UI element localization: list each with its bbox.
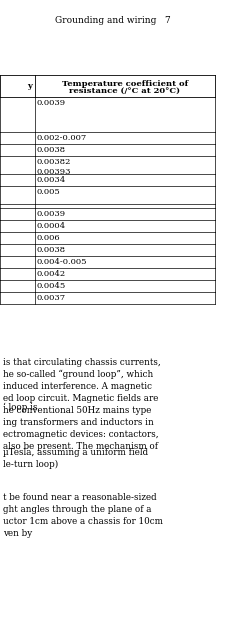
Text: resistance (/°C at 20°C): resistance (/°C at 20°C) bbox=[69, 87, 180, 95]
Text: ‘ loop is: ‘ loop is bbox=[3, 403, 37, 412]
Text: µTesla, assuming a uniform field
le-turn loop): µTesla, assuming a uniform field le-turn… bbox=[3, 448, 147, 469]
Text: 0.0039: 0.0039 bbox=[37, 99, 66, 107]
Text: 0.005: 0.005 bbox=[37, 188, 61, 196]
Text: 0.0039: 0.0039 bbox=[37, 210, 66, 218]
Text: 0.0004: 0.0004 bbox=[37, 222, 66, 230]
Text: Temperature coefficient of: Temperature coefficient of bbox=[62, 80, 187, 88]
Text: 0.0042: 0.0042 bbox=[37, 270, 66, 278]
Text: 0.0038: 0.0038 bbox=[37, 246, 66, 254]
Text: 0.006: 0.006 bbox=[37, 234, 60, 242]
Text: 0.0034: 0.0034 bbox=[37, 176, 66, 184]
Text: 0.004-0.005: 0.004-0.005 bbox=[37, 258, 87, 266]
Text: 0.002-0.007: 0.002-0.007 bbox=[37, 134, 87, 142]
Text: t be found near a reasonable-sized
ght angles through the plane of a
uctor 1cm a: t be found near a reasonable-sized ght a… bbox=[3, 493, 162, 538]
Text: y: y bbox=[27, 82, 32, 90]
Text: 0.0037: 0.0037 bbox=[37, 294, 66, 302]
Text: is that circulating chassis currents,
he so-called “ground loop”, which
induced : is that circulating chassis currents, he… bbox=[3, 358, 160, 451]
Text: 0.00382
0.00393: 0.00382 0.00393 bbox=[37, 158, 71, 176]
Text: Grounding and wiring   7: Grounding and wiring 7 bbox=[55, 16, 170, 25]
Text: 0.0045: 0.0045 bbox=[37, 282, 66, 290]
Text: 0.0038: 0.0038 bbox=[37, 146, 66, 154]
